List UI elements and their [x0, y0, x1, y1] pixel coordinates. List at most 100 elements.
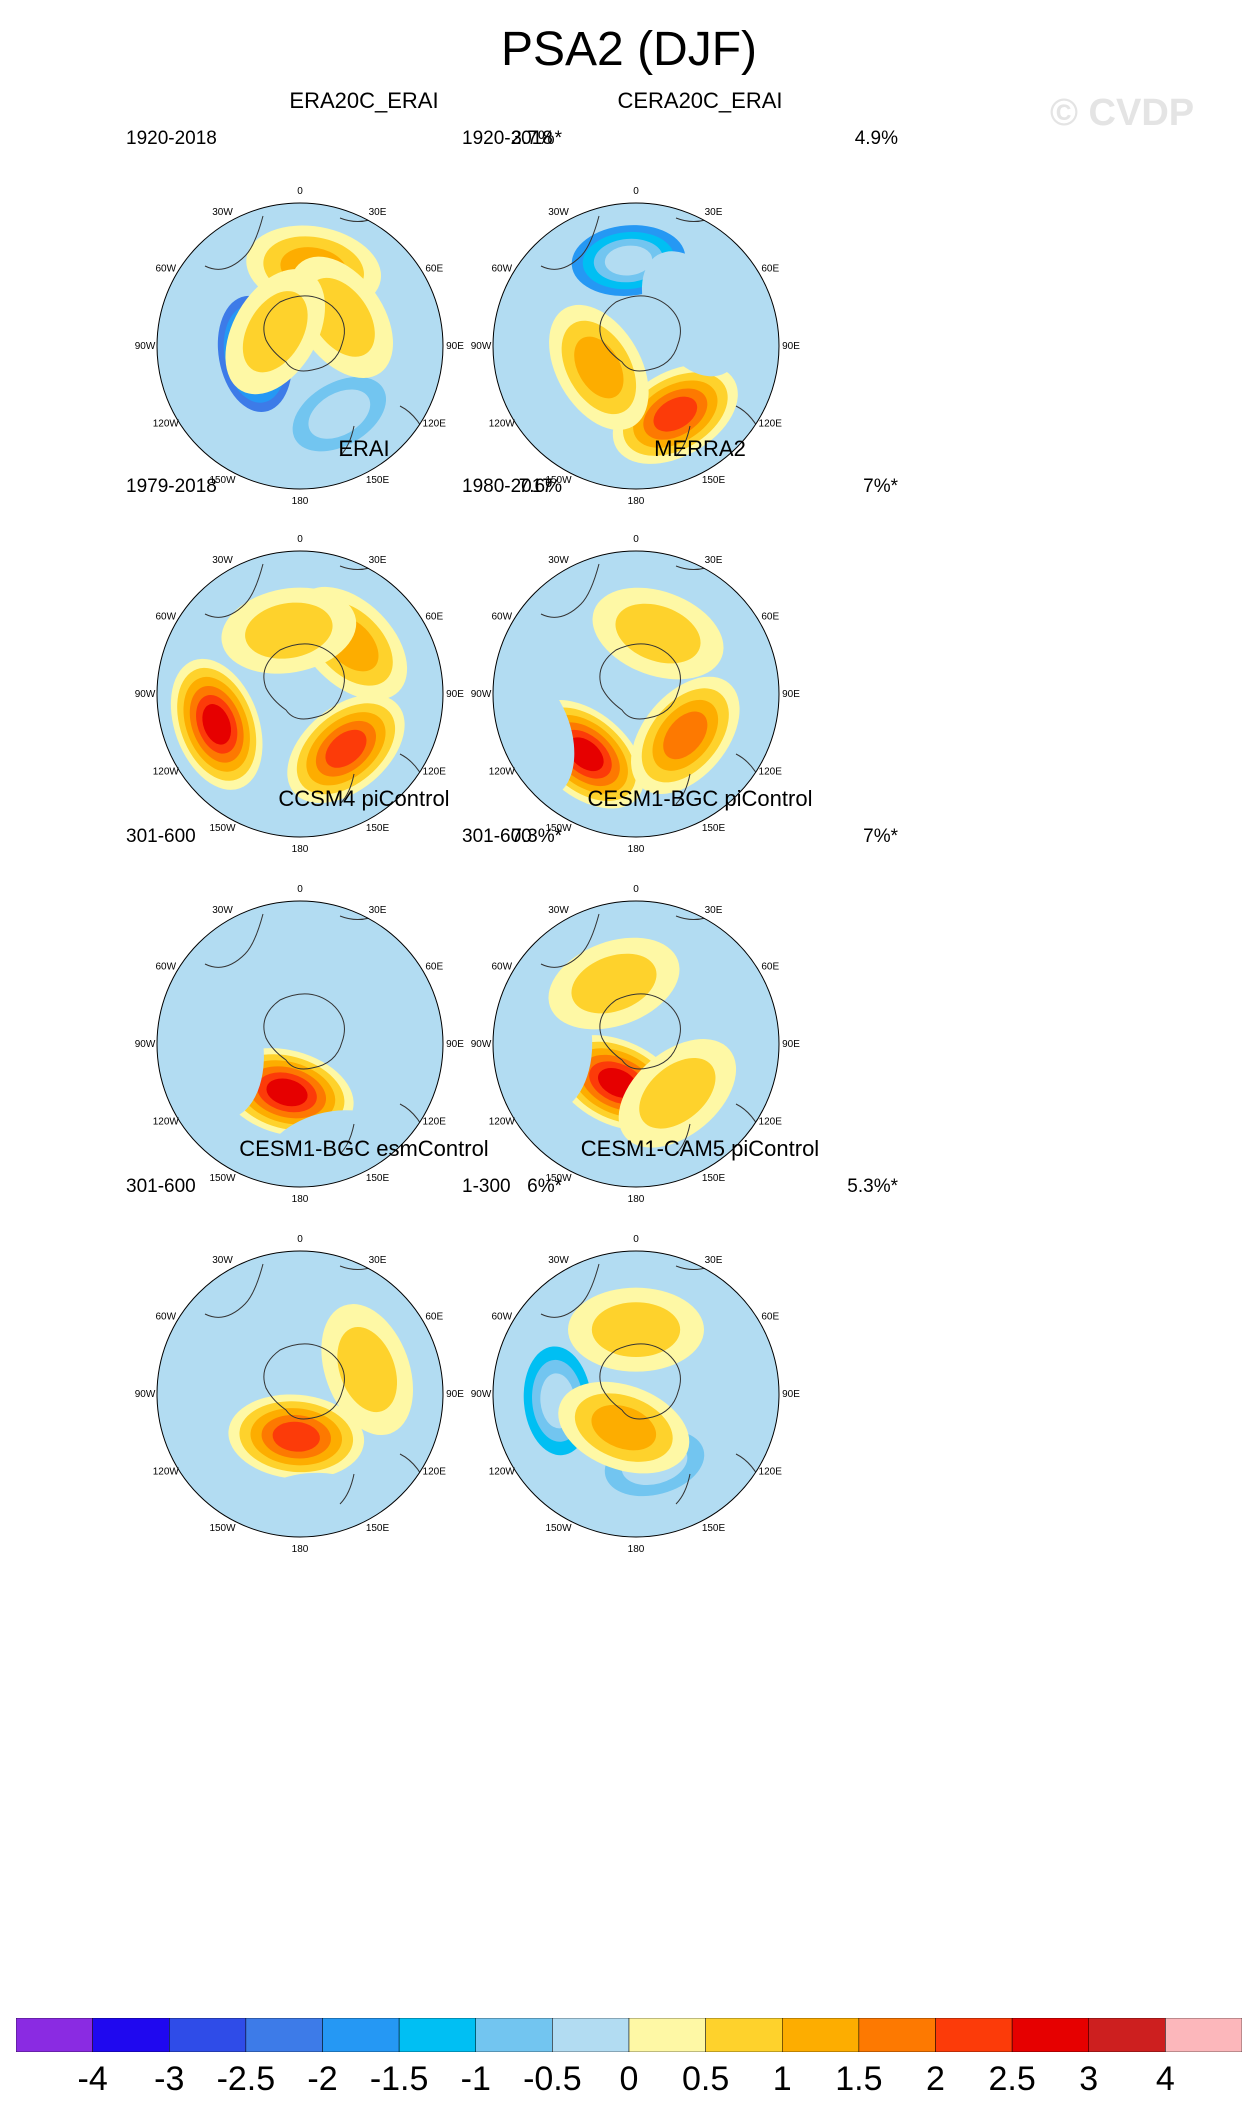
longitude-label: 150W	[545, 823, 572, 834]
longitude-label: 90W	[135, 1039, 156, 1050]
colorbar-label: -2	[307, 2060, 338, 2098]
longitude-label: 90W	[471, 341, 492, 352]
map-panel: ERA20C_ERAI 1920-2018 3.7%* 0 30E 60E 90E 120E 1…	[54, 88, 674, 558]
panel-title: ERAI	[338, 436, 390, 461]
colorbar-swatch	[628, 2018, 706, 2052]
longitude-label: 30E	[705, 905, 723, 916]
longitude-label: 180	[628, 844, 645, 855]
longitude-label: 150W	[545, 1523, 572, 1534]
longitude-label: 90W	[471, 689, 492, 700]
longitude-label: 150E	[702, 1173, 726, 1184]
positive-anomaly-contour	[567, 737, 604, 772]
polar-map: 0 30E 60E 90E 120E 150E 180 150W 120W 90W 60W 30W	[471, 1234, 801, 1555]
longitude-label: 150W	[209, 1523, 236, 1534]
colorbar-swatch	[475, 2018, 553, 2052]
map-border	[156, 202, 444, 490]
positive-anomaly-contour	[639, 1058, 716, 1129]
panel-variance-percent: 5.3%*	[847, 1176, 898, 1197]
map-panel: MERRA2 1980-2017 7%* 0 30E 60E 90E 120E 150E 180 1…	[390, 436, 1010, 906]
map-panel: CESM1-CAM5 piControl 1-300 5.3%* 0 30E 60E 90E…	[390, 1136, 1010, 1606]
panel-variance-percent: 7%*	[863, 826, 898, 847]
longitude-label: 90W	[471, 1039, 492, 1050]
longitude-label: 150E	[366, 823, 390, 834]
positive-anomaly-contour	[325, 729, 367, 768]
longitude-label: 60E	[425, 612, 443, 623]
longitude-label: 60E	[761, 612, 779, 623]
longitude-label: 150E	[366, 475, 390, 486]
map-panel: CESM1-BGC esmControl 301-600 6%* 0 30E 60E 90E…	[54, 1136, 674, 1606]
longitude-label: 60E	[425, 1312, 443, 1323]
panel-title: CESM1-BGC piControl	[587, 786, 813, 811]
main-title: PSA2 (DJF)	[500, 23, 758, 76]
longitude-label: 180	[292, 1194, 309, 1205]
longitude-label: 0	[297, 884, 303, 895]
positive-anomaly-contour	[272, 1421, 320, 1452]
antarctica-coastline	[263, 643, 345, 720]
colorbar-label: -2.5	[216, 2060, 276, 2098]
colorbar-swatch	[552, 2018, 630, 2052]
panel-variance-percent: 7.3%*	[511, 826, 562, 847]
longitude-label: 0	[633, 186, 639, 197]
longitude-label: 60E	[761, 264, 779, 275]
antarctica-coastline	[263, 993, 345, 1070]
positive-anomaly-contour	[653, 396, 698, 432]
colorbar-label: -0.5	[523, 2060, 582, 2098]
longitude-label: 180	[628, 1544, 645, 1555]
panel-variance-percent: 3.7%*	[511, 128, 562, 149]
longitude-label: 90W	[135, 689, 156, 700]
map-panel: CESM1-BGC piControl 301-600 7%* 0 30E 60E 90E 1…	[390, 786, 1010, 1256]
longitude-label: 90E	[782, 689, 800, 700]
panel-period: 1920-2018	[126, 128, 217, 149]
polar-map: 0 30E 60E 90E 120E 150E 180 150W 120W 90W 60W 30W	[471, 884, 801, 1205]
longitude-label: 90E	[446, 1039, 464, 1050]
longitude-label: 180	[628, 496, 645, 507]
longitude-label: 30E	[369, 905, 387, 916]
longitude-label: 0	[633, 884, 639, 895]
colorbar-swatch	[782, 2018, 860, 2052]
south-america-coastline	[540, 563, 600, 618]
colorbar-swatch	[169, 2018, 247, 2052]
panel-period: 1979-2018	[126, 476, 217, 497]
colorbar-label: 1.5	[835, 2060, 883, 2098]
longitude-label: 120E	[423, 419, 447, 430]
panel-period: 1-300	[462, 1176, 511, 1197]
longitude-label: 150E	[702, 1523, 726, 1534]
map-border	[156, 900, 444, 1188]
positive-anomaly-contour	[202, 704, 232, 745]
longitude-label: 90W	[135, 1389, 156, 1400]
longitude-label: 120W	[489, 419, 516, 430]
longitude-label: 30W	[212, 1255, 233, 1266]
longitude-label: 180	[292, 1544, 309, 1555]
negative-anomaly-contour	[242, 938, 331, 995]
map-panel: CERA20C_ERAI 1920-2018 4.9% 0 30E 60E 90E 120E 1…	[390, 88, 1010, 558]
longitude-label: 0	[297, 186, 303, 197]
longitude-label: 150W	[545, 1173, 572, 1184]
longitude-label: 150W	[545, 475, 572, 486]
longitude-label: 120W	[153, 767, 180, 778]
longitude-label: 30W	[548, 1255, 569, 1266]
longitude-label: 60E	[425, 264, 443, 275]
colorbar-swatch	[92, 2018, 170, 2052]
positive-anomaly-contour	[591, 1302, 681, 1358]
panel-period: 301-600	[462, 826, 532, 847]
longitude-label: 90W	[135, 341, 156, 352]
longitude-label: 90E	[446, 1389, 464, 1400]
longitude-label: 60W	[155, 1312, 176, 1323]
longitude-label: 60W	[491, 612, 512, 623]
colorbar-label: 1	[772, 2060, 792, 2098]
negative-anomaly-contour	[220, 1309, 297, 1380]
south-america-coastline	[540, 215, 600, 270]
colorbar-swatch	[1165, 2018, 1242, 2052]
antarctica-coastline	[599, 295, 681, 372]
longitude-label: 60E	[425, 962, 443, 973]
map-border	[492, 202, 780, 490]
map-panel: CCSM4 piControl 301-600 7.3%* 0 30E 60E 90E 120…	[54, 786, 674, 1256]
longitude-label: 120E	[759, 419, 783, 430]
panel-variance-percent: 7%*	[863, 476, 898, 497]
longitude-label: 150E	[702, 823, 726, 834]
longitude-label: 180	[292, 496, 309, 507]
longitude-label: 120W	[489, 1467, 516, 1478]
polar-map: 0 30E 60E 90E 120E 150E 180 150W 120W 90W 60W 30W	[471, 186, 801, 507]
longitude-label: 60W	[491, 264, 512, 275]
longitude-label: 30E	[369, 207, 387, 218]
